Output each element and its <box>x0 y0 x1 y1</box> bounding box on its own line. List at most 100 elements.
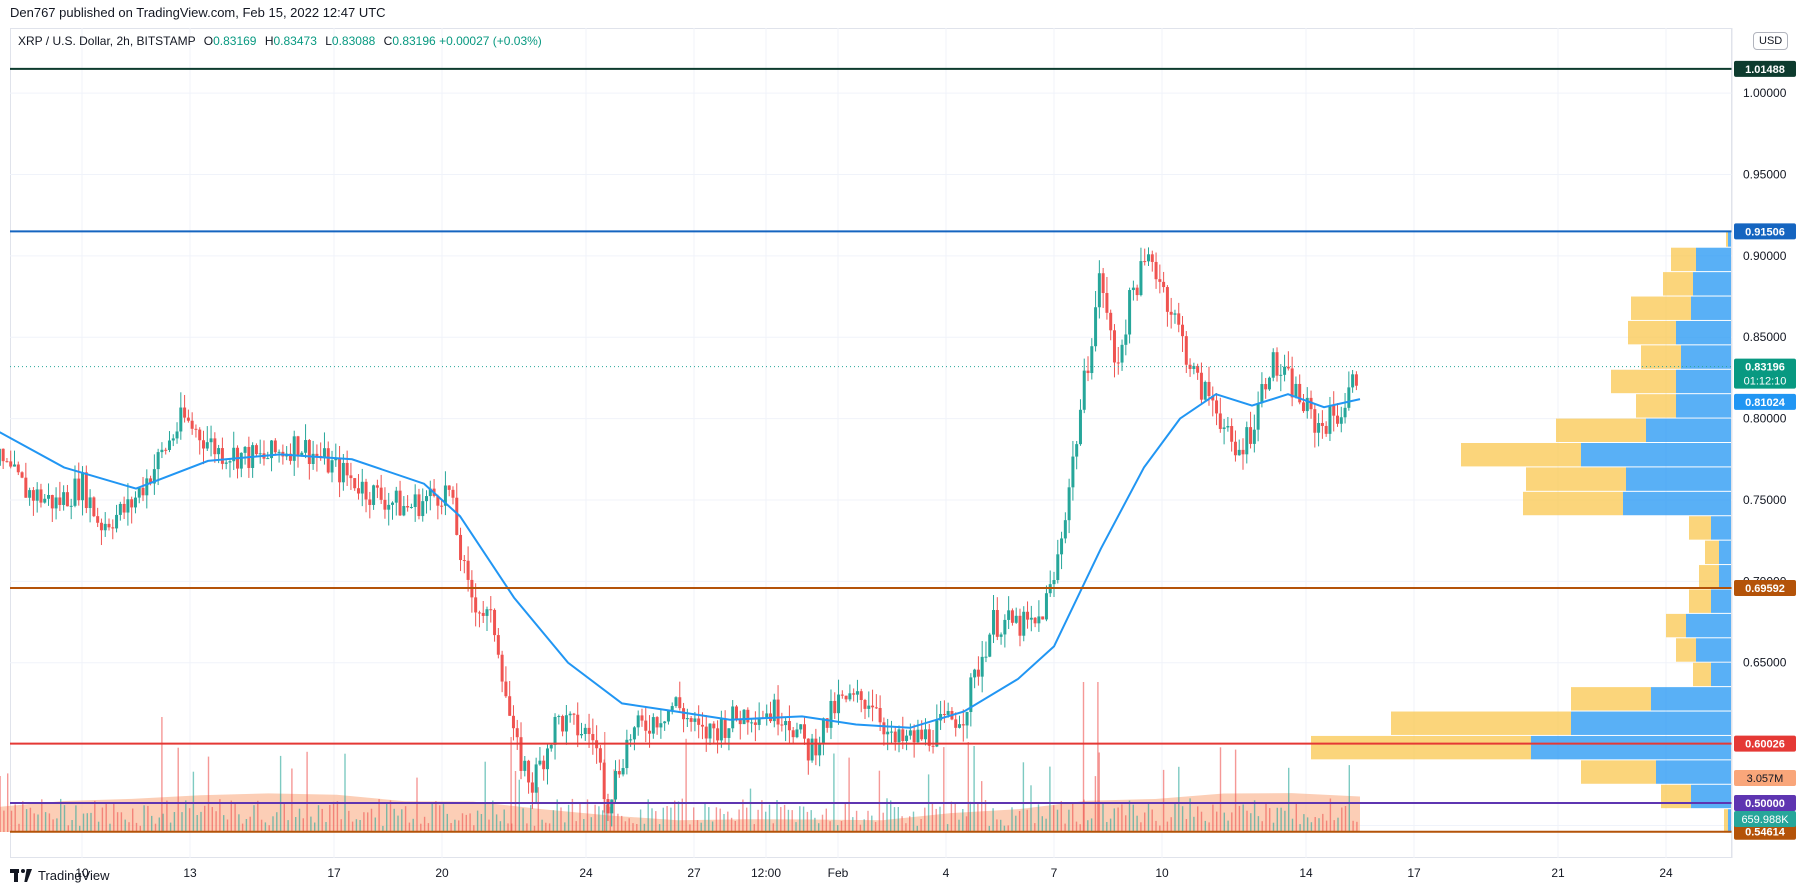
currency-button[interactable]: USD <box>1753 32 1789 50</box>
volume-bar <box>1250 813 1252 832</box>
candle-body <box>780 724 784 726</box>
volume-bar <box>458 820 460 832</box>
volume-bar <box>617 813 619 832</box>
volume-bar <box>1352 820 1354 832</box>
volume-bar <box>590 817 592 832</box>
volume-bar <box>965 816 968 832</box>
volume-bar <box>128 822 130 832</box>
volume-bar <box>1082 682 1085 832</box>
volume-bar <box>75 805 77 832</box>
low-label: L <box>325 34 332 48</box>
volume-bar <box>79 825 81 832</box>
volume-bar <box>1303 814 1305 832</box>
volume-bar <box>461 813 464 832</box>
level-badge <box>1734 823 1796 840</box>
volume-bar <box>1136 815 1138 832</box>
candle-body <box>871 705 875 708</box>
volume-bar <box>1166 821 1169 832</box>
candle-body <box>186 417 190 421</box>
volume-bar <box>63 805 66 832</box>
volume-profile-up <box>1626 467 1731 491</box>
volume-profile-down <box>1726 231 1728 247</box>
candle-body <box>984 656 988 658</box>
candle-body <box>1165 287 1169 312</box>
volume-bar <box>1284 810 1286 832</box>
candle-body <box>719 718 723 741</box>
volume-bar <box>1219 747 1222 832</box>
candle-body <box>591 734 595 741</box>
candle-body <box>1060 538 1064 555</box>
volume-bar <box>670 807 672 832</box>
volume-profile-up <box>1711 589 1731 613</box>
volume-profile-down <box>1628 320 1676 345</box>
volume-bar <box>1253 800 1256 832</box>
volume-bar <box>984 800 987 832</box>
symbol-title[interactable]: XRP / U.S. Dollar, 2h, BITSTAMP <box>18 34 196 48</box>
volume-bar <box>893 807 896 832</box>
tradingview-brand[interactable]: TradingView <box>10 868 110 883</box>
candle-body <box>1336 415 1339 424</box>
volume-bar <box>386 802 388 832</box>
volume-bar <box>681 798 683 832</box>
candle-body <box>852 693 856 695</box>
volume-bar <box>943 747 945 832</box>
volume-profile-down <box>1556 418 1646 442</box>
volume-bar <box>60 798 62 832</box>
candle-body <box>349 475 353 479</box>
candle-body <box>338 457 342 483</box>
volume-bar <box>931 802 934 832</box>
candle-body <box>651 717 655 734</box>
candle-body <box>292 436 296 461</box>
volume-bar <box>924 807 926 832</box>
volume-bar <box>761 800 763 832</box>
volume-bar <box>143 805 145 832</box>
volume-bar <box>897 807 899 832</box>
volume-bar <box>158 817 160 832</box>
candle-body <box>920 729 924 740</box>
volume-bar <box>674 800 676 832</box>
volume-bar <box>1128 800 1131 832</box>
volume-bar <box>317 805 320 832</box>
candle-body <box>1184 336 1188 365</box>
x-tick-label: 10 <box>75 866 89 880</box>
volume-bar <box>1011 807 1013 832</box>
volume-bar <box>1015 815 1017 832</box>
volume-profile-up <box>1623 491 1731 516</box>
volume-bar <box>7 773 9 832</box>
candle-body <box>939 713 943 721</box>
volume-bar <box>344 753 346 832</box>
volume-bar <box>359 820 361 832</box>
volume-bar <box>878 770 881 832</box>
candle-body <box>670 706 674 711</box>
candle-body <box>1090 346 1094 374</box>
candle-body <box>217 448 221 455</box>
volume-bar <box>859 824 862 832</box>
volume-bar <box>624 821 627 832</box>
candle-body <box>1067 487 1071 521</box>
candle-body <box>545 748 549 770</box>
level-badge-label: 0.91506 <box>1745 226 1785 238</box>
volume-bar <box>211 807 213 832</box>
candle-body <box>1181 324 1185 337</box>
volume-bar <box>234 802 236 832</box>
candle-body <box>1158 279 1162 282</box>
volume-bar <box>954 804 956 832</box>
volume-bar <box>522 808 524 832</box>
x-tick-label: 4 <box>943 866 950 880</box>
candle-body <box>1033 617 1037 624</box>
volume-bar <box>806 811 809 832</box>
candle-body <box>425 496 429 502</box>
volume-bar <box>1132 804 1134 832</box>
candle-body <box>1022 611 1026 636</box>
volume-bar <box>719 808 721 832</box>
candle-body <box>485 609 489 616</box>
candle-body <box>1105 293 1109 313</box>
volume-bar <box>1102 802 1104 832</box>
candle-body <box>678 697 682 709</box>
volume-bar <box>708 807 710 832</box>
volume-bar <box>742 799 744 832</box>
volume-bar <box>533 825 536 832</box>
volume-bar <box>571 798 574 832</box>
volume-bar <box>253 805 255 832</box>
